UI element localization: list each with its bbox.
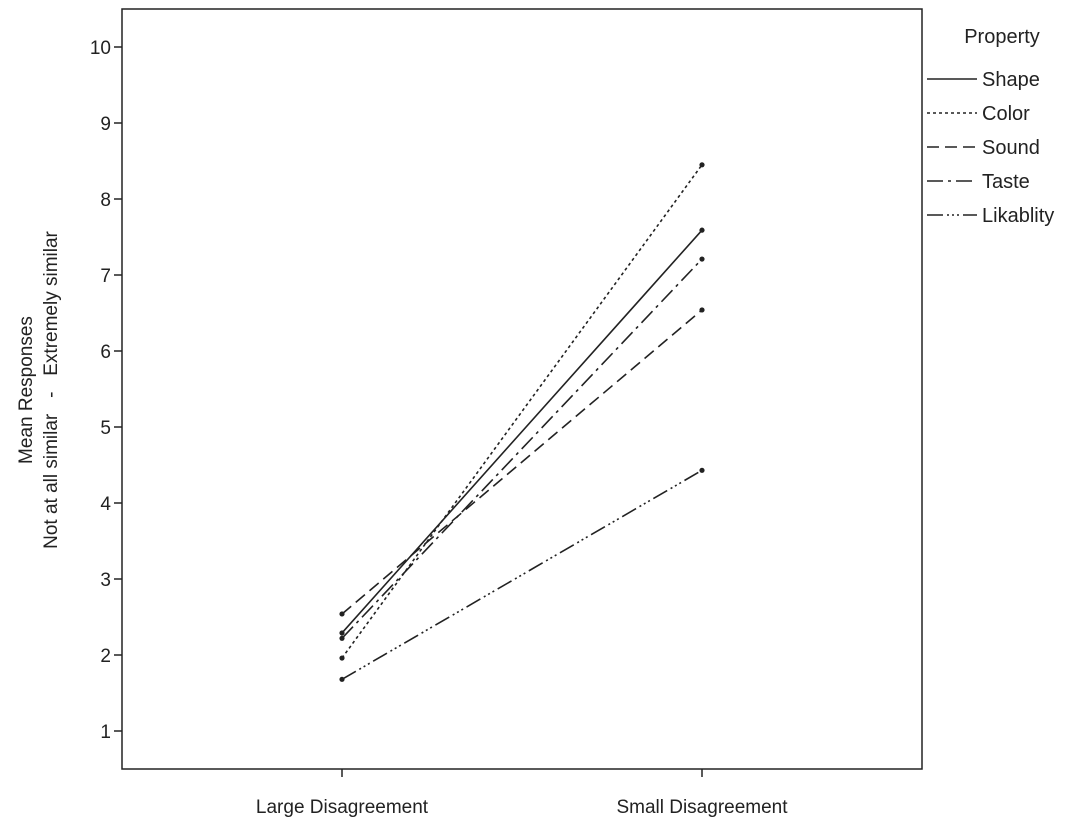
y-tick-label: 7 [100,266,111,287]
y-tick-label: 5 [100,418,111,439]
series-sound [339,307,705,617]
series-line [341,258,703,639]
y-tick-label: 3 [100,570,111,591]
y-tick-label: 6 [100,342,111,363]
legend: Property Shape Color Sound Taste Likablity [927,26,1054,227]
legend-label: Likablity [982,205,1054,227]
series-line [341,469,703,681]
legend-title: Property [964,26,1040,48]
legend-item-color: Color [927,103,1030,125]
legend-item-taste: Taste [927,171,1030,193]
series-line [341,309,703,615]
legend-label: Taste [982,171,1030,193]
data-point [339,655,345,661]
legend-item-sound: Sound [927,137,1040,159]
legend-label: Shape [982,69,1040,91]
data-point [699,307,705,313]
legend-label: Sound [982,137,1040,159]
series-likablity [339,467,705,682]
series-layer [339,162,705,682]
series-shape [339,227,705,636]
series-taste [339,256,705,641]
data-point [339,676,345,682]
y-axis: 1 2 3 4 5 6 7 8 9 10 [90,38,122,743]
plot-frame [121,8,923,770]
y-tick-label: 1 [100,722,111,743]
y-tick-label: 8 [100,190,111,211]
series-line [341,229,703,634]
data-point [699,467,705,473]
y-axis-title-line2: Not at all similar - Extremely similar [41,230,62,548]
y-axis-title: Mean Responses Not at all similar - Extr… [16,230,62,548]
data-point [339,630,345,636]
y-tick-label: 10 [90,38,111,59]
legend-item-shape: Shape [927,69,1040,91]
series-line [341,164,703,659]
data-point [699,227,705,233]
series-color [339,162,705,661]
y-tick-label: 2 [100,646,111,667]
x-tick-label: Small Disagreement [616,797,788,818]
y-tick-label: 4 [100,494,111,515]
x-tick-label: Large Disagreement [256,797,429,818]
y-axis-title-line1: Mean Responses [16,316,37,464]
data-point [699,162,705,168]
data-point [699,256,705,262]
y-tick-label: 9 [100,114,111,135]
data-point [339,611,345,617]
x-axis: Large Disagreement Small Disagreement [256,769,788,818]
legend-item-likablity: Likablity [927,205,1054,227]
legend-label: Color [982,103,1030,125]
data-point [339,635,345,641]
